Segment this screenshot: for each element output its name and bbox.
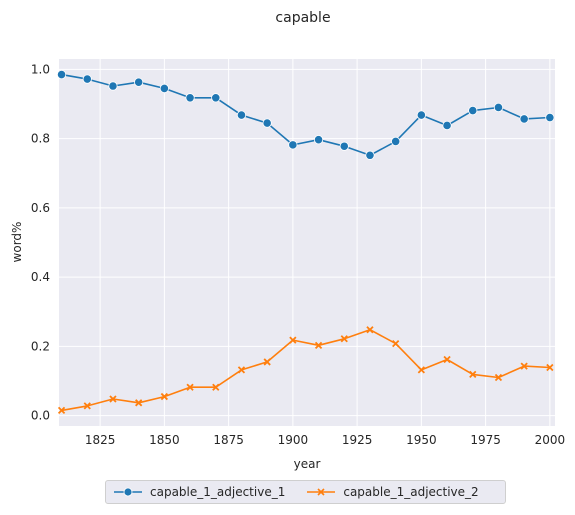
- series-1-point: [519, 114, 529, 124]
- series-1-point: [56, 69, 67, 80]
- series-2-point: [263, 358, 271, 366]
- series-2-point: [160, 392, 169, 401]
- series-2-point: [237, 366, 246, 374]
- series-1-point: [442, 120, 452, 131]
- series-2-point: [469, 370, 477, 379]
- series-1-point: [134, 77, 144, 87]
- series-2-point: [109, 395, 117, 403]
- y-tick-label: 0.4: [31, 270, 50, 284]
- chart-title: capable: [275, 10, 330, 26]
- series-1-point: [391, 136, 401, 147]
- series-1-point: [339, 141, 349, 151]
- x-tick-label: 1950: [406, 433, 437, 447]
- series-2-point: [212, 383, 220, 391]
- series-2-point: [494, 373, 503, 382]
- series-1-point: [416, 110, 426, 120]
- legend: capable_1_adjective_1 capable_1_adjectiv…: [105, 480, 506, 504]
- series-2-point: [520, 362, 528, 370]
- series-1-point: [185, 93, 195, 103]
- series-1-point: [313, 135, 324, 145]
- series-layer: [56, 69, 555, 415]
- series-1-point: [262, 118, 272, 128]
- series-1-point: [108, 81, 118, 91]
- legend-swatch-series-2: [307, 488, 336, 496]
- series-1-point: [159, 83, 169, 94]
- series-2-point: [135, 399, 143, 407]
- y-axis-ticks: 0.0 0.2 0.4 0.6 0.8 1.0: [31, 62, 50, 422]
- legend-label-series-2: capable_1_adjective_2: [343, 485, 479, 499]
- x-tick-label: 1850: [149, 433, 180, 447]
- series-2-point: [443, 355, 451, 364]
- y-tick-label: 0.0: [31, 409, 50, 423]
- plot-area: [59, 59, 555, 426]
- y-axis-label: word%: [10, 222, 24, 263]
- y-tick-label: 0.6: [31, 201, 50, 215]
- series-1-point: [82, 74, 92, 84]
- series-2-point: [546, 363, 554, 372]
- series-1-point: [288, 140, 298, 150]
- series-2-line: [61, 328, 550, 412]
- y-tick-label: 0.8: [31, 132, 50, 146]
- series-2-point: [57, 406, 66, 415]
- legend-item-series-2: capable_1_adjective_2: [307, 485, 479, 499]
- series-1-point: [365, 150, 375, 160]
- series-1-point: [545, 112, 555, 123]
- y-tick-label: 1.0: [31, 62, 50, 76]
- x-tick-label: 1900: [278, 433, 309, 447]
- legend-swatch-series-1: [114, 487, 142, 497]
- series-2-point: [314, 341, 323, 349]
- series-1-point: [211, 93, 221, 103]
- legend-item-series-1: capable_1_adjective_1: [114, 485, 285, 499]
- series-1-point: [236, 110, 247, 120]
- y-tick-label: 0.2: [31, 339, 50, 353]
- series-2-point: [392, 339, 400, 348]
- x-tick-label: 1975: [470, 433, 501, 447]
- x-tick-label: 2000: [535, 433, 566, 447]
- series-1-point: [468, 105, 478, 116]
- series-2-point: [83, 402, 91, 410]
- series-2-point: [417, 366, 425, 374]
- legend-label-series-1: capable_1_adjective_1: [150, 485, 286, 499]
- series-2-point: [186, 383, 194, 391]
- x-axis-label: year: [294, 457, 321, 471]
- grid-lines: [59, 59, 555, 426]
- series-2-point: [340, 335, 348, 343]
- series-2-point: [366, 326, 374, 334]
- x-tick-label: 1825: [85, 433, 116, 447]
- series-2-point: [289, 336, 297, 344]
- x-tick-label: 1875: [213, 433, 244, 447]
- x-tick-label: 1925: [342, 433, 373, 447]
- x-axis-ticks: 1825 1850 1875 1900 1925 1950 1975 2000: [85, 433, 565, 447]
- series-1-point: [493, 102, 504, 113]
